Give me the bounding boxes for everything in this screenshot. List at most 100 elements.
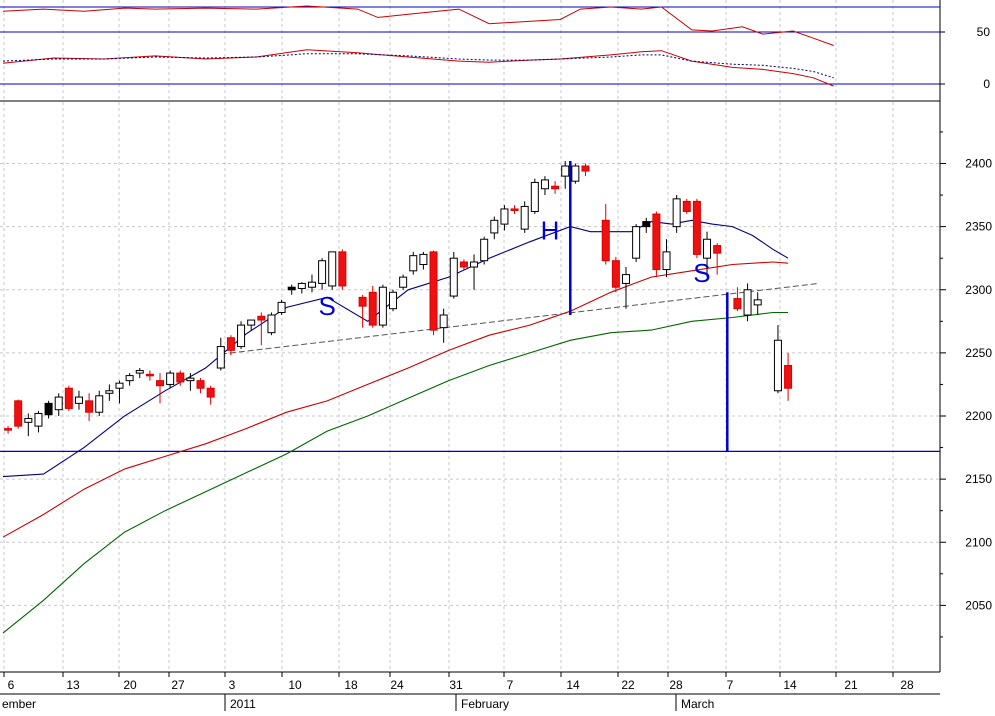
month-label: ember [2,697,36,711]
candle-body [540,179,549,190]
candle-body [500,208,509,225]
x-axis-tick-label: 31 [449,678,463,692]
x-axis-tick-label: 24 [390,678,404,692]
candle-body [389,291,398,310]
x-axis-tick-label: 10 [288,678,302,692]
y-axis-tick-label: 2150 [965,472,992,486]
candle-body [520,205,529,230]
candle-body [318,260,327,284]
candle-body [85,400,94,413]
x-axis-tick-label: 18 [344,678,358,692]
pattern-annotation-label: S [693,258,710,288]
candle-body [74,396,83,404]
candle-body [196,380,205,389]
moving-average-line [2,311,789,634]
candle-body [338,251,347,287]
x-axis-tick-label: 14 [566,678,580,692]
x-axis-tick-label: 27 [171,678,185,692]
indicator-series-line [2,49,834,87]
candle-body [368,291,377,326]
candle-body [247,319,256,326]
candle-body [156,380,165,387]
candle-body [703,238,712,259]
x-axis-tick-label: 6 [8,678,15,692]
candle-body [399,276,408,288]
y-axis-tick-label: 2200 [965,409,992,423]
candle-body [135,370,144,374]
candle-body [166,372,175,385]
candle-body [611,260,620,288]
candle-body [34,412,43,427]
candle-body [561,165,570,177]
candle-body [4,428,13,431]
month-label: March [681,697,714,711]
candle-body [652,213,661,271]
candle-body [581,165,590,172]
candle-body [358,296,367,307]
neckline-dashed [220,282,819,355]
candle-body [784,365,793,389]
moving-average-line [2,261,789,538]
candle-body [267,314,276,334]
candle-body [115,382,124,389]
month-label: February [461,697,509,711]
x-axis-tick-label: 28 [669,678,683,692]
candle-body [328,251,337,287]
candle-body [64,387,73,409]
candle-body [95,395,104,413]
candle-body [186,377,195,382]
candle-body [125,375,134,382]
candle-body [24,418,33,423]
x-axis-tick-label: 21 [844,678,858,692]
candle-body [277,301,286,313]
pattern-annotation-label: S [318,291,335,321]
candle-body [54,396,63,411]
candle-body [287,286,296,291]
candle-body [743,289,752,316]
indicator-series-line [2,5,834,46]
candle-body [713,245,722,254]
x-axis-tick-label: 13 [66,678,80,692]
candle-body [14,400,23,427]
y-axis-tick-label: 2350 [965,220,992,234]
x-axis-tick-label: 22 [621,678,635,692]
candle-body [145,373,154,377]
candle-body [216,346,225,369]
candle-body [490,219,499,234]
candle-body [226,337,235,351]
y-axis-tick-label: 2250 [965,346,992,360]
x-axis-tick-label: 14 [783,678,797,692]
candle-body [419,253,428,265]
candle-body [206,387,215,398]
x-axis-tick-label: 7 [507,678,514,692]
y-axis-tick-label: 2400 [965,157,992,171]
candle-body [297,282,306,289]
candle-body [409,255,418,272]
y-axis-tick-label: 2300 [965,283,992,297]
candle-body [530,181,539,212]
candle-body [672,198,681,228]
x-axis-tick-label: 20 [123,678,137,692]
candle-body [307,281,316,288]
candle-body [510,208,519,211]
candle-body [551,185,560,190]
indicator-y-tick-label: 0 [983,77,990,91]
candle-body [470,261,479,268]
candle-body [44,402,53,416]
candle-body [601,219,610,262]
candle-body [642,221,651,228]
candle-body [439,314,448,329]
moving-average-line [2,219,789,478]
month-label: 2011 [230,697,256,711]
candle-body [682,200,691,212]
candle-body [459,261,468,268]
candle-body [378,286,387,326]
x-axis-tick-label: 3 [229,678,236,692]
candle-body [773,339,782,392]
candle-body [753,299,762,306]
pattern-annotation-label: H [541,215,560,245]
x-axis-tick-label: 7 [727,678,734,692]
y-axis-tick-label: 2050 [965,598,992,612]
candle-body [257,315,266,321]
